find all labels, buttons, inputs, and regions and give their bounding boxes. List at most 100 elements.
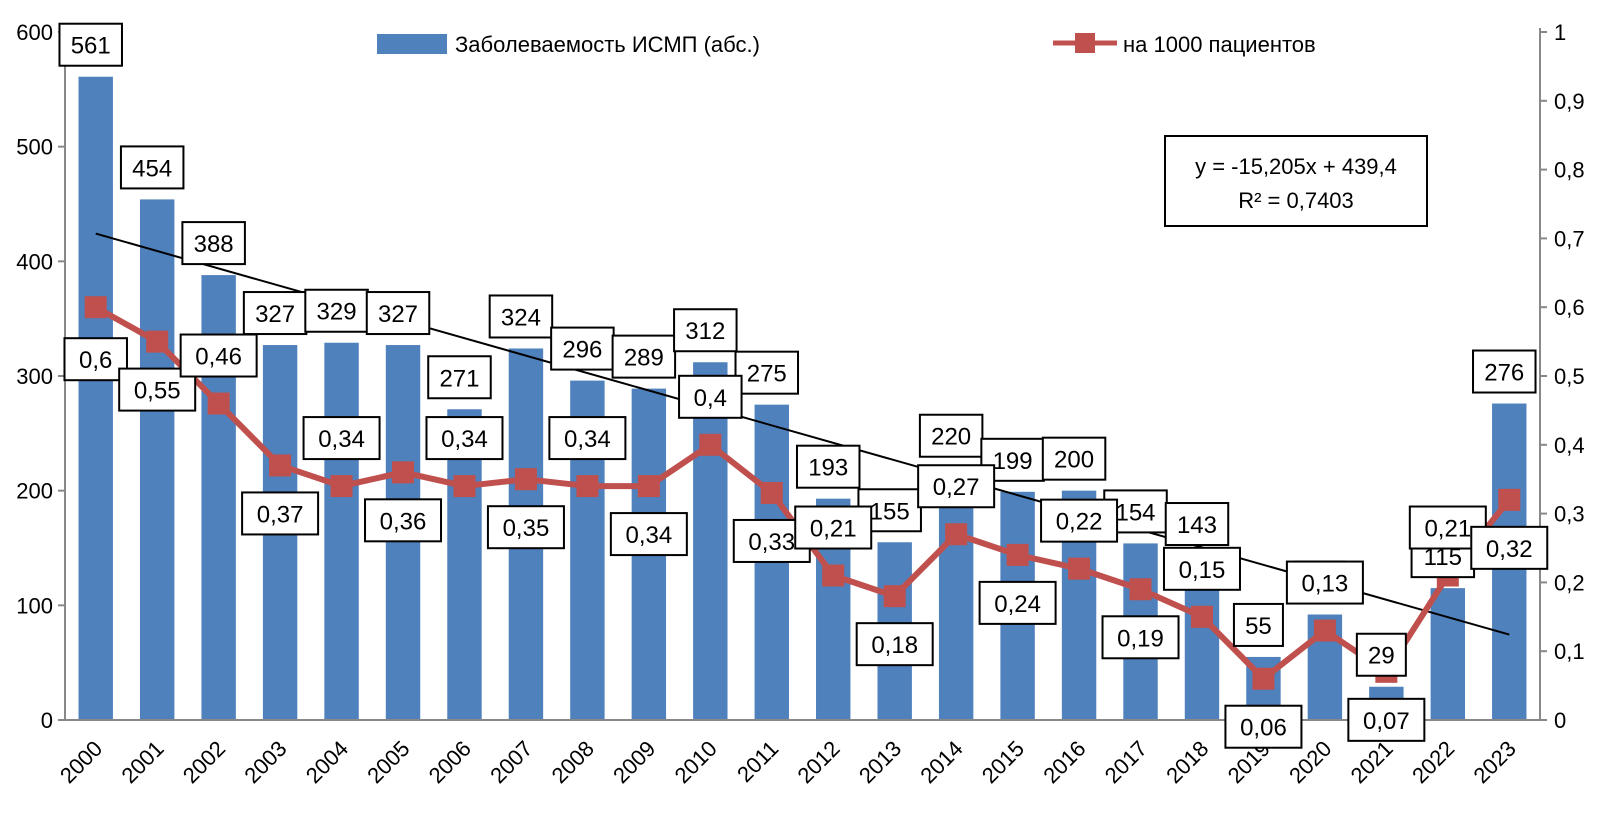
line-label-2005-frame [364,498,443,543]
bar-label-2011: 275 [747,361,787,388]
line-label-2008: 0,34 [564,426,611,453]
bar-label-2004: 329 [317,299,357,326]
line-label-2006: 0,34 [441,426,488,453]
line-point-2003 [269,454,292,477]
line-point-2013 [883,585,906,608]
line-point-2001 [146,330,169,353]
bar-label-2003: 327 [255,301,295,328]
bar-label-2023-frame [1472,349,1537,394]
line-label-2020-frame [1285,560,1364,605]
bar-2004 [324,342,359,720]
line-label-2016-frame [1040,498,1119,543]
y-left-tick-label: 0 [41,708,53,733]
legend-bar-swatch [377,34,447,54]
line-point-2005 [392,461,415,484]
line-label-2021-frame [1347,697,1426,742]
line-label-2011: 0,33 [748,529,795,556]
x-tick-label-2013: 2013 [854,736,906,788]
line-point-2023 [1498,488,1521,511]
y-left-tick-label: 600 [16,20,53,45]
bar-label-2016-frame [1041,436,1107,481]
bar-label-2014-frame [918,413,984,458]
bar-label-2014: 220 [931,424,971,451]
x-tick-label-2016: 2016 [1038,736,1090,788]
bar-label-2010: 312 [685,318,725,345]
line-point-2009 [637,475,660,498]
bar-label-2004-frame [304,288,369,333]
bar-label-2011-frame [734,350,800,395]
bar-label-2007-frame [488,294,554,339]
y-right-tick-label: 0,9 [1554,89,1585,114]
x-tick-label-2015: 2015 [977,736,1029,788]
bar-label-2012-frame [795,444,861,489]
y-right-tick-label: 0,2 [1554,570,1585,595]
bar-2014 [938,467,974,720]
bar-label-2017: 154 [1115,499,1155,526]
bar-label-2013: 155 [870,498,910,525]
bar-label-2021-frame [1355,632,1407,677]
line-point-2012 [822,564,845,587]
x-tick-label-2007: 2007 [485,736,537,788]
bar-label-2007: 324 [501,304,541,331]
legend-bar-label: Заболеваемость ИСМП (абс.) [455,32,760,57]
line-point-2006 [453,475,476,498]
line-point-2007 [514,468,537,491]
line-label-2007: 0,35 [503,515,550,542]
y-left-tick-label: 100 [16,593,53,618]
bar-2022 [1430,588,1466,720]
bar-label-2006-frame [427,355,492,400]
x-tick-label-2002: 2002 [178,736,230,788]
bar-label-2009: 289 [624,345,664,372]
bar-label-2005: 327 [378,301,418,328]
line-label-2023: 0,32 [1486,536,1533,563]
bar-label-2009-frame [611,334,677,379]
bar-label-2000: 561 [71,33,111,60]
y-left-tick-label: 500 [16,135,53,160]
bar-2010 [693,362,728,720]
line-label-2016: 0,22 [1056,509,1103,536]
y-left-tick-label: 300 [16,364,53,389]
bar-label-2005-frame [365,291,431,336]
trendline-equation: y = -15,205x + 439,4 [1195,154,1397,179]
line-label-2004: 0,34 [318,426,365,453]
line-label-2018-frame [1162,546,1241,591]
y-left-tick-label: 400 [16,249,53,274]
line-label-2023-frame [1470,525,1549,570]
x-tick-label-2000: 2000 [55,736,107,788]
line-label-2007-frame [486,505,565,550]
x-tick-label-2022: 2022 [1407,736,1459,788]
line-label-2005: 0,36 [380,508,427,535]
bar-label-2012: 193 [808,455,848,482]
line-label-2017: 0,19 [1117,625,1164,652]
y-right-tick-label: 0,6 [1554,295,1585,320]
line-point-2018 [1190,605,1213,628]
line-label-2000-frame [63,337,128,382]
line-label-2000: 0,6 [79,347,112,374]
trendline-r2: R² = 0,7403 [1238,188,1354,213]
line-label-2022: 0,21 [1424,516,1471,543]
bar-label-2023: 276 [1484,360,1524,387]
line-label-2001: 0,55 [134,378,181,405]
line-label-2002-frame [179,333,258,378]
line-label-2013-frame [855,622,934,667]
legend-line-marker [1075,33,1095,53]
x-tick-label-2009: 2009 [608,736,660,788]
line-label-2009-frame [609,512,688,557]
y-right-tick-label: 1 [1554,20,1566,45]
trendline-equation-box: y = -15,205x + 439,4 R² = 0,7403 [1164,135,1428,227]
bar-label-2018: 143 [1177,512,1217,539]
y-right-tick-label: 0,7 [1554,226,1585,251]
x-tick-label-2001: 2001 [116,736,168,788]
legend: Заболеваемость ИСМП (абс.) на 1000 пацие… [377,32,1316,57]
y-right-tick-label: 0,4 [1554,433,1585,458]
y-left-tick-label: 200 [16,479,53,504]
line-point-2016 [1068,557,1091,580]
bar-label-2001: 454 [132,155,172,182]
line-point-2002 [207,392,230,415]
bar-label-2010-frame [673,308,738,353]
x-tick-label-2005: 2005 [362,736,414,788]
line-label-2010-frame [678,374,743,419]
line-point-2000 [84,296,107,319]
line-label-2002: 0,46 [195,344,242,371]
